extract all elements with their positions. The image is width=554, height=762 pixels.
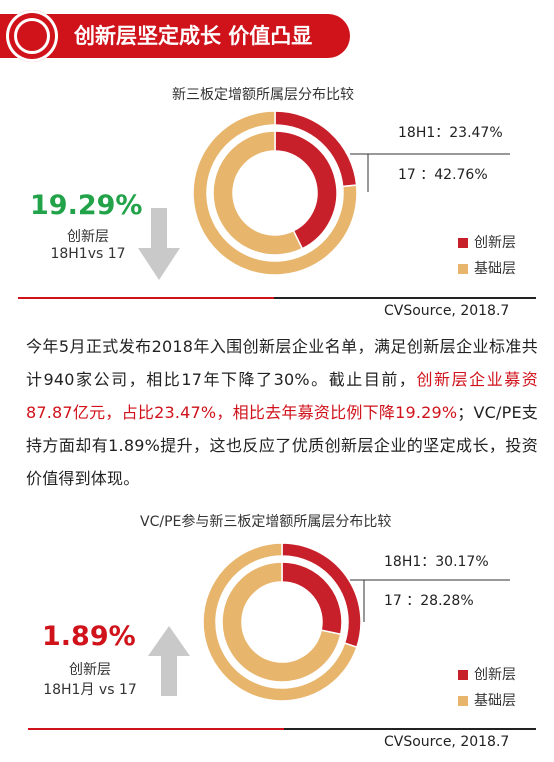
body-paragraph: 今年5月正式发布2018年入围创新层企业名单，满足创新层企业标准共计940家公司…	[26, 330, 538, 495]
legend-label: 基础层	[474, 693, 516, 709]
chart1-outer-ring	[192, 110, 358, 276]
chart1-inner-slice-0	[274, 130, 338, 250]
chart2-divider-red	[28, 728, 284, 730]
chart2-legend-basic: 基础层	[458, 690, 516, 710]
legend-swatch-icon	[458, 238, 468, 248]
chart1-donut	[192, 110, 358, 276]
legend-swatch-icon	[458, 670, 468, 680]
chart2-leader-lines	[350, 579, 510, 622]
down-arrow-icon	[138, 208, 180, 280]
chart2-big-value: 1.89%	[42, 621, 136, 652]
chart2-outer-ring	[202, 542, 362, 702]
chart2-sub-label-1: 创新层	[69, 662, 111, 678]
chart1-big-value: 19.29%	[30, 190, 143, 221]
chart1-legend-basic: 基础层	[458, 258, 516, 278]
legend-label: 基础层	[474, 261, 516, 277]
chart1-label-h1: 18H1：23.47%	[398, 125, 503, 141]
chart2-source: CVSource, 2018.7	[384, 734, 510, 750]
legend-label: 创新层	[474, 235, 516, 251]
paragraph-text: ；VC/PE支持方面却有1.89%提升，这也反应了优质创新层企业的坚定成长，投资…	[26, 403, 538, 488]
banner-ring-icon	[14, 18, 50, 54]
chart1-outer-slice-1	[192, 110, 358, 276]
chart1-divider-red	[18, 297, 274, 299]
chart2-sub-label-2: 18H1月 vs 17	[43, 682, 137, 698]
chart1-divider-dark	[274, 297, 536, 299]
page-title: 创新层坚定成长 价值凸显	[74, 24, 313, 48]
legend-swatch-icon	[458, 696, 468, 706]
chart2-label-h1: 18H1：30.17%	[384, 554, 489, 570]
chart1-source: CVSource, 2018.7	[384, 303, 510, 319]
legend-label: 创新层	[474, 667, 516, 683]
chart1-legend-innovation: 创新层	[458, 232, 516, 252]
chart1-label-17: 17 ：42.76%	[398, 167, 488, 183]
chart2-divider-dark	[284, 728, 536, 730]
chart2-inner-slice-1	[221, 561, 342, 683]
chart2-legend-innovation: 创新层	[458, 664, 516, 684]
paragraph-text: 今年5月正式发布2018年入围创新层企业名单，满足创新层企业标准共计940家公司…	[26, 337, 538, 389]
paragraph-highlight: 创新层企业募资87.87亿元，占比23.47%，相比去年募资比例下降19.29%	[26, 370, 538, 422]
chart1-sub-label-2: 18H1vs 17	[50, 246, 126, 262]
chart2-title: VC/PE参与新三板定增额所属层分布比较	[140, 514, 392, 530]
chart2-inner-ring	[221, 561, 343, 683]
chart1-inner-ring	[212, 130, 338, 256]
chart1-sub-label-1: 创新层	[67, 229, 109, 245]
chart2-donut	[202, 542, 362, 702]
chart2-label-17: 17 ：28.28%	[384, 593, 474, 609]
chart1-title: 新三板定增额所属层分布比较	[172, 87, 354, 103]
chart1-inner-slice-1	[212, 130, 304, 256]
chart1-leader-lines	[350, 153, 510, 192]
legend-swatch-icon	[458, 264, 468, 274]
header-banner	[0, 14, 350, 58]
chart2-outer-slice-1	[202, 542, 358, 702]
up-arrow-icon	[148, 626, 190, 696]
